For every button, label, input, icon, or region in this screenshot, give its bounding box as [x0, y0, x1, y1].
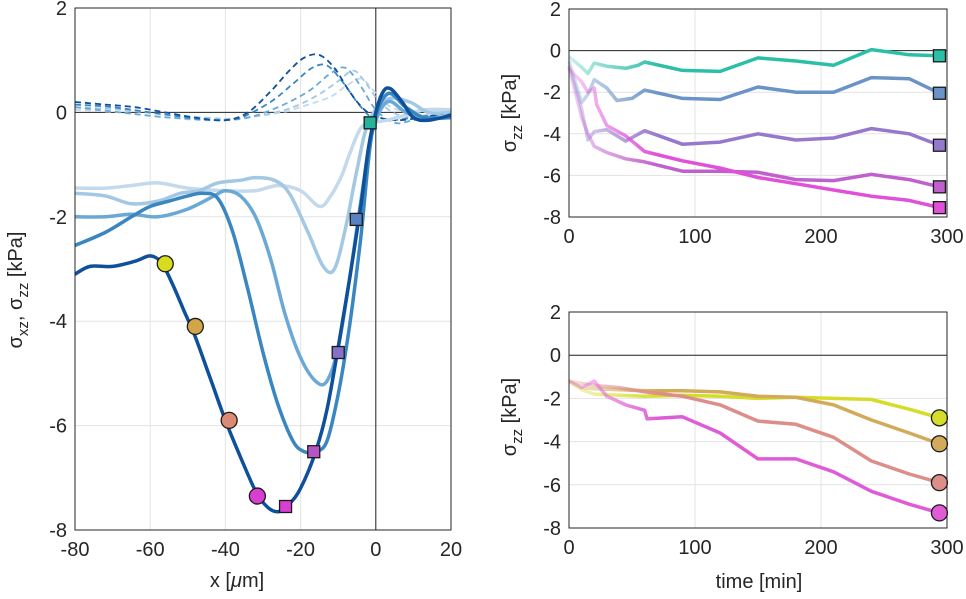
top-right-y-axis-label: σzz [kPa]: [499, 74, 526, 152]
br-x-tick: 200: [804, 537, 837, 559]
left-y-tick: -2: [49, 207, 67, 229]
br-y-tick: 2: [550, 302, 561, 324]
bottom-right-x-tick-labels: 0 100 200 300: [563, 537, 963, 559]
left-circle-marker-2: [220, 411, 238, 430]
bottom-right-series: [568, 379, 940, 515]
bottom-right-y-axis-label: σzz [kPa]: [499, 378, 526, 456]
left-y-tick-labels: -8 -6 -4 -2 0 2: [49, 0, 67, 542]
tr-end-marker-s3: [932, 138, 947, 152]
bottom-right-markers: [930, 409, 949, 522]
left-solid-line-t4: [74, 91, 452, 455]
top-right-markers: [932, 49, 947, 215]
top-right-y-tick-labels: -8 -6 -4 -2 0 2: [543, 0, 561, 229]
br-y-tick: -6: [543, 475, 561, 497]
left-square-marker-4: [278, 499, 293, 514]
tr-end-marker-s5: [932, 200, 947, 215]
br-y-tick: 0: [550, 345, 561, 367]
br-y-tick: -2: [543, 388, 561, 410]
left-x-axis-label: x [μm]: [210, 570, 264, 592]
left-x-tick: -20: [286, 539, 315, 561]
left-circle-marker-1: [186, 317, 204, 336]
tr-y-tick: -2: [543, 82, 561, 104]
left-y-tick: -8: [49, 520, 67, 542]
bottom-right-y-tick-labels: -8 -6 -4 -2 0 2: [543, 302, 561, 540]
left-y-tick: 2: [56, 0, 67, 20]
left-dashed-line-d5: [74, 53, 452, 122]
br-end-marker-c2: [930, 435, 949, 453]
left-y-tick: 0: [56, 102, 67, 124]
left-solid-line-t3: [74, 99, 452, 387]
br-end-marker-c4: [930, 504, 949, 522]
tr-x-tick: 0: [563, 226, 574, 248]
tr-y-tick: -6: [543, 165, 561, 187]
br-line-c1: [568, 379, 940, 420]
left-x-tick: 0: [370, 539, 381, 561]
left-circle-marker-3: [248, 487, 267, 505]
tr-line-s4: [567, 66, 940, 189]
bottom-right-chart: 0 100 200 300 -8 -6 -4 -2 0 2 time [min] σzz [kP…: [499, 302, 964, 593]
bottom-right-x-axis-label: time [min]: [716, 571, 803, 593]
br-x-tick: 300: [930, 537, 963, 559]
tr-y-tick: -4: [543, 124, 561, 146]
left-x-tick-labels: -80 -60 -40 -20 0 20: [61, 539, 463, 561]
left-x-tick: -40: [211, 539, 240, 561]
left-y-tick: -6: [49, 416, 67, 438]
left-circle-marker-0: [156, 255, 174, 273]
left-x-tick: -80: [61, 539, 90, 561]
left-solid-series: [74, 86, 452, 514]
tr-end-marker-s4: [932, 180, 947, 194]
left-square-marker-3: [307, 445, 321, 459]
left-zero-lines: [75, 8, 451, 530]
top-right-chart: 0 100 200 300 -8 -6 -4 -2 0 2 σzz [kPa]: [499, 0, 964, 248]
left-markers: [156, 116, 377, 514]
left-dashed-line-d4: [74, 63, 452, 122]
left-chart: -80 -60 -40 -20 0 20 -8-6-4-202 x [μm] σxz, σ…: [5, 0, 462, 592]
br-line-c4: [568, 379, 940, 515]
left-solid-line-t5: [74, 86, 452, 514]
br-line-c3: [568, 379, 940, 485]
tr-y-tick: 2: [550, 0, 561, 21]
tr-line-s5: [567, 68, 940, 210]
top-right-x-tick-labels: 0 100 200 300: [563, 226, 963, 248]
br-y-tick: -4: [543, 432, 561, 454]
tr-x-tick: 100: [678, 226, 711, 248]
left-y-axis-label: σxz, σzz [kPa]: [5, 232, 32, 349]
left-square-marker-0: [363, 116, 377, 130]
left-gridlines: [74, 7, 452, 531]
left-dashed-series: [74, 53, 452, 125]
tr-x-tick: 200: [804, 226, 837, 248]
tr-line-s1: [567, 47, 940, 76]
br-end-marker-c1: [930, 409, 949, 427]
tr-end-marker-s1: [932, 49, 947, 63]
br-y-tick: -8: [543, 518, 561, 540]
bottom-right-axes-frame: [568, 311, 948, 529]
left-y-tick: -4: [49, 311, 67, 333]
br-x-tick: 100: [678, 537, 711, 559]
tr-line-s2: [567, 60, 941, 105]
br-end-marker-c3: [930, 473, 949, 492]
top-right-axes-frame: [568, 8, 948, 218]
tr-y-tick: 0: [550, 41, 561, 63]
left-square-marker-2: [331, 345, 345, 360]
left-x-tick: 20: [440, 539, 462, 561]
tr-end-marker-s2: [932, 86, 947, 100]
br-x-tick: 0: [563, 537, 574, 559]
left-x-tick: -60: [136, 539, 165, 561]
left-solid-line-t1: [74, 107, 452, 209]
left-axes-frame: [74, 7, 452, 531]
br-line-c2: [568, 379, 940, 446]
left-square-marker-1: [349, 212, 363, 227]
top-right-series: [567, 47, 941, 210]
tr-y-tick: -8: [543, 207, 561, 229]
tr-x-tick: 300: [930, 226, 963, 248]
top-right-gridlines: [568, 8, 948, 218]
